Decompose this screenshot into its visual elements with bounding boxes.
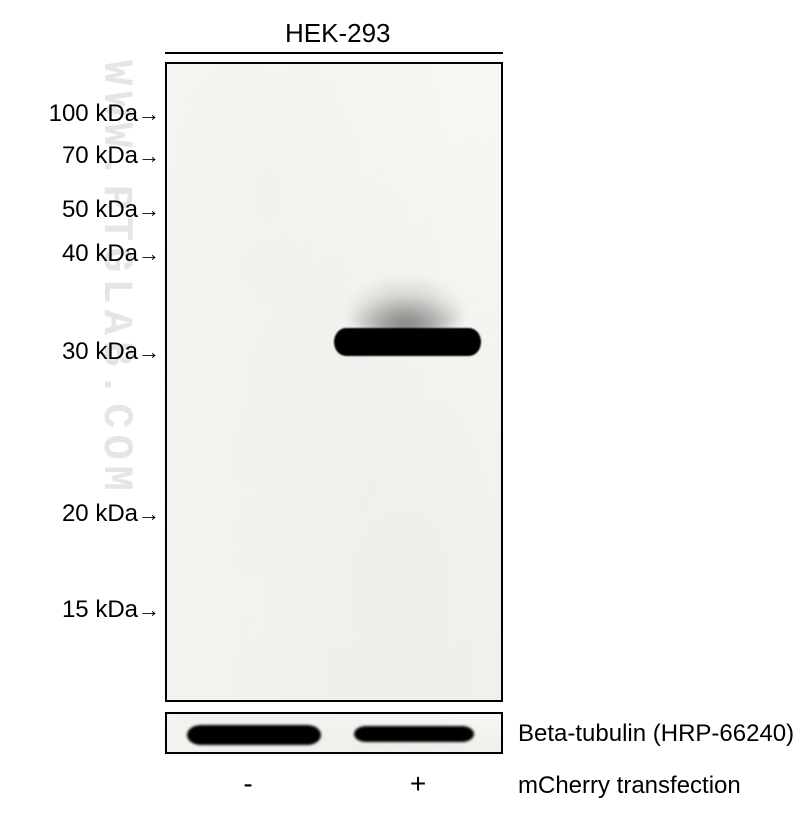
loading-control-band <box>187 725 321 745</box>
ladder-value: 40 kDa <box>62 240 138 267</box>
loading-control-band <box>354 726 474 742</box>
ladder-value: 100 kDa <box>49 100 138 127</box>
cell-line-label: HEK-293 <box>285 18 391 49</box>
blot-background-texture <box>167 64 501 700</box>
loading-control-label: Beta-tubulin (HRP-66240) <box>518 720 794 748</box>
main-blot-panel <box>165 62 503 702</box>
ladder-mark: 50 kDa→ <box>0 196 160 224</box>
loading-control-panel <box>165 712 503 754</box>
arrow-right-icon: → <box>138 101 160 126</box>
arrow-right-icon: → <box>138 597 160 622</box>
ladder-mark: 20 kDa→ <box>0 500 160 528</box>
ladder-value: 50 kDa <box>62 196 138 223</box>
figure-container: WWW.PTGLAB.COM HEK-293 100 kDa→70 kDa→50… <box>0 0 800 830</box>
arrow-right-icon: → <box>138 143 160 168</box>
ladder-mark: 30 kDa→ <box>0 338 160 366</box>
ladder-value: 15 kDa <box>62 596 138 623</box>
cell-line-group-bar <box>165 52 503 54</box>
lane-symbol-plus: + <box>403 768 433 800</box>
ladder-mark: 40 kDa→ <box>0 240 160 268</box>
arrow-right-icon: → <box>138 241 160 266</box>
ladder-mark: 100 kDa→ <box>0 100 160 128</box>
arrow-right-icon: → <box>138 197 160 222</box>
arrow-right-icon: → <box>138 501 160 526</box>
ladder-value: 30 kDa <box>62 338 138 365</box>
lane-symbol-minus: - <box>233 768 263 800</box>
target-band <box>334 328 481 356</box>
transfection-label: mCherry transfection <box>518 772 741 800</box>
ladder-mark: 70 kDa→ <box>0 142 160 170</box>
ladder-value: 70 kDa <box>62 142 138 169</box>
arrow-right-icon: → <box>138 339 160 364</box>
ladder-mark: 15 kDa→ <box>0 596 160 624</box>
ladder-value: 20 kDa <box>62 500 138 527</box>
